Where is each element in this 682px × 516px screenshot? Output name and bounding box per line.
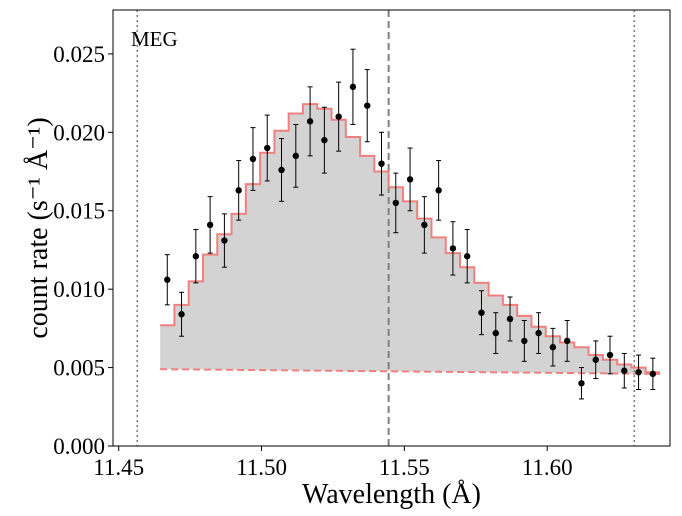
data-point bbox=[463, 229, 471, 284]
chart-annotation: MEG bbox=[131, 27, 178, 51]
data-marker bbox=[221, 237, 228, 244]
data-marker bbox=[506, 315, 514, 323]
data-point bbox=[392, 172, 399, 234]
data-marker bbox=[406, 176, 414, 183]
data-point bbox=[221, 213, 228, 268]
vertical-lines-layer bbox=[136, 10, 636, 446]
data-point bbox=[635, 354, 642, 391]
data-point bbox=[478, 290, 485, 336]
data-point bbox=[563, 320, 571, 362]
data-marker bbox=[392, 199, 399, 207]
data-marker bbox=[621, 367, 628, 374]
data-point bbox=[335, 81, 342, 152]
data-point bbox=[292, 123, 300, 188]
data-marker bbox=[292, 152, 300, 160]
data-marker bbox=[535, 329, 542, 337]
x-axis-label: Wavelength (Å) bbox=[302, 479, 481, 510]
data-marker bbox=[235, 187, 242, 194]
data-marker bbox=[249, 155, 257, 163]
y-tick-label: 0.005 bbox=[53, 356, 105, 381]
continuum-line bbox=[160, 368, 661, 375]
y-tick-label: 0.020 bbox=[53, 120, 105, 145]
data-marker bbox=[278, 166, 285, 174]
x-tick-label: 11.60 bbox=[522, 455, 573, 480]
data-point bbox=[435, 160, 442, 221]
data-point bbox=[349, 48, 357, 125]
data-point bbox=[264, 114, 271, 182]
x-tick-label: 11.55 bbox=[379, 455, 430, 480]
data-point bbox=[421, 196, 428, 254]
model-fill-layer bbox=[160, 104, 660, 374]
x-tick-label: 11.50 bbox=[236, 455, 287, 480]
data-point bbox=[178, 291, 185, 337]
data-point bbox=[378, 131, 385, 196]
y-axis-label: count rate (s⁻¹ Å⁻¹) bbox=[23, 117, 54, 338]
data-marker bbox=[449, 245, 457, 252]
data-point bbox=[521, 320, 528, 362]
data-point bbox=[449, 221, 457, 276]
data-marker bbox=[306, 118, 314, 125]
data-points-layer bbox=[164, 48, 657, 400]
data-point bbox=[306, 86, 314, 157]
data-point bbox=[592, 340, 599, 380]
data-point bbox=[321, 106, 328, 174]
data-point bbox=[278, 138, 285, 202]
y-tick-label: 0.015 bbox=[53, 199, 105, 224]
data-marker bbox=[521, 337, 528, 345]
data-point bbox=[164, 254, 171, 306]
data-point bbox=[621, 352, 628, 389]
data-marker bbox=[164, 276, 171, 283]
data-marker bbox=[378, 160, 385, 167]
data-point bbox=[492, 312, 499, 354]
data-point bbox=[506, 296, 514, 342]
data-marker bbox=[463, 253, 471, 260]
data-point bbox=[364, 69, 371, 143]
data-point bbox=[535, 312, 542, 354]
data-point bbox=[606, 335, 614, 375]
y-tick-label: 0.000 bbox=[53, 434, 105, 459]
y-tick-label: 0.025 bbox=[53, 42, 105, 67]
data-marker bbox=[606, 351, 614, 359]
ticks-layer: 11.45 11.50 11.55 11.60 0.000 0.005 0.010 0.015… bbox=[53, 42, 572, 480]
data-point bbox=[549, 327, 557, 367]
data-marker bbox=[492, 329, 499, 337]
data-point bbox=[206, 196, 214, 254]
data-marker bbox=[421, 221, 428, 229]
data-marker bbox=[264, 144, 271, 152]
data-marker bbox=[435, 187, 442, 194]
data-marker bbox=[563, 337, 571, 345]
data-marker bbox=[192, 253, 200, 260]
data-marker bbox=[635, 369, 642, 376]
data-marker bbox=[206, 221, 214, 229]
data-point bbox=[192, 229, 200, 284]
data-marker bbox=[321, 136, 328, 144]
data-marker bbox=[649, 370, 657, 378]
data-point bbox=[578, 367, 585, 400]
y-tick-label: 0.010 bbox=[53, 277, 105, 302]
data-point bbox=[249, 127, 257, 191]
data-marker bbox=[178, 311, 185, 318]
data-marker bbox=[478, 309, 485, 316]
x-tick-label: 11.45 bbox=[93, 455, 144, 480]
plot-frame bbox=[112, 9, 671, 447]
data-point bbox=[649, 357, 657, 391]
data-marker bbox=[578, 380, 585, 387]
data-marker bbox=[349, 83, 357, 91]
data-point bbox=[406, 147, 414, 212]
data-marker bbox=[335, 113, 342, 120]
data-marker bbox=[549, 343, 557, 351]
data-marker bbox=[364, 102, 371, 109]
continuum-layer bbox=[160, 368, 661, 375]
data-point bbox=[235, 160, 242, 221]
data-marker bbox=[592, 356, 599, 363]
model-fill-area bbox=[160, 104, 660, 374]
